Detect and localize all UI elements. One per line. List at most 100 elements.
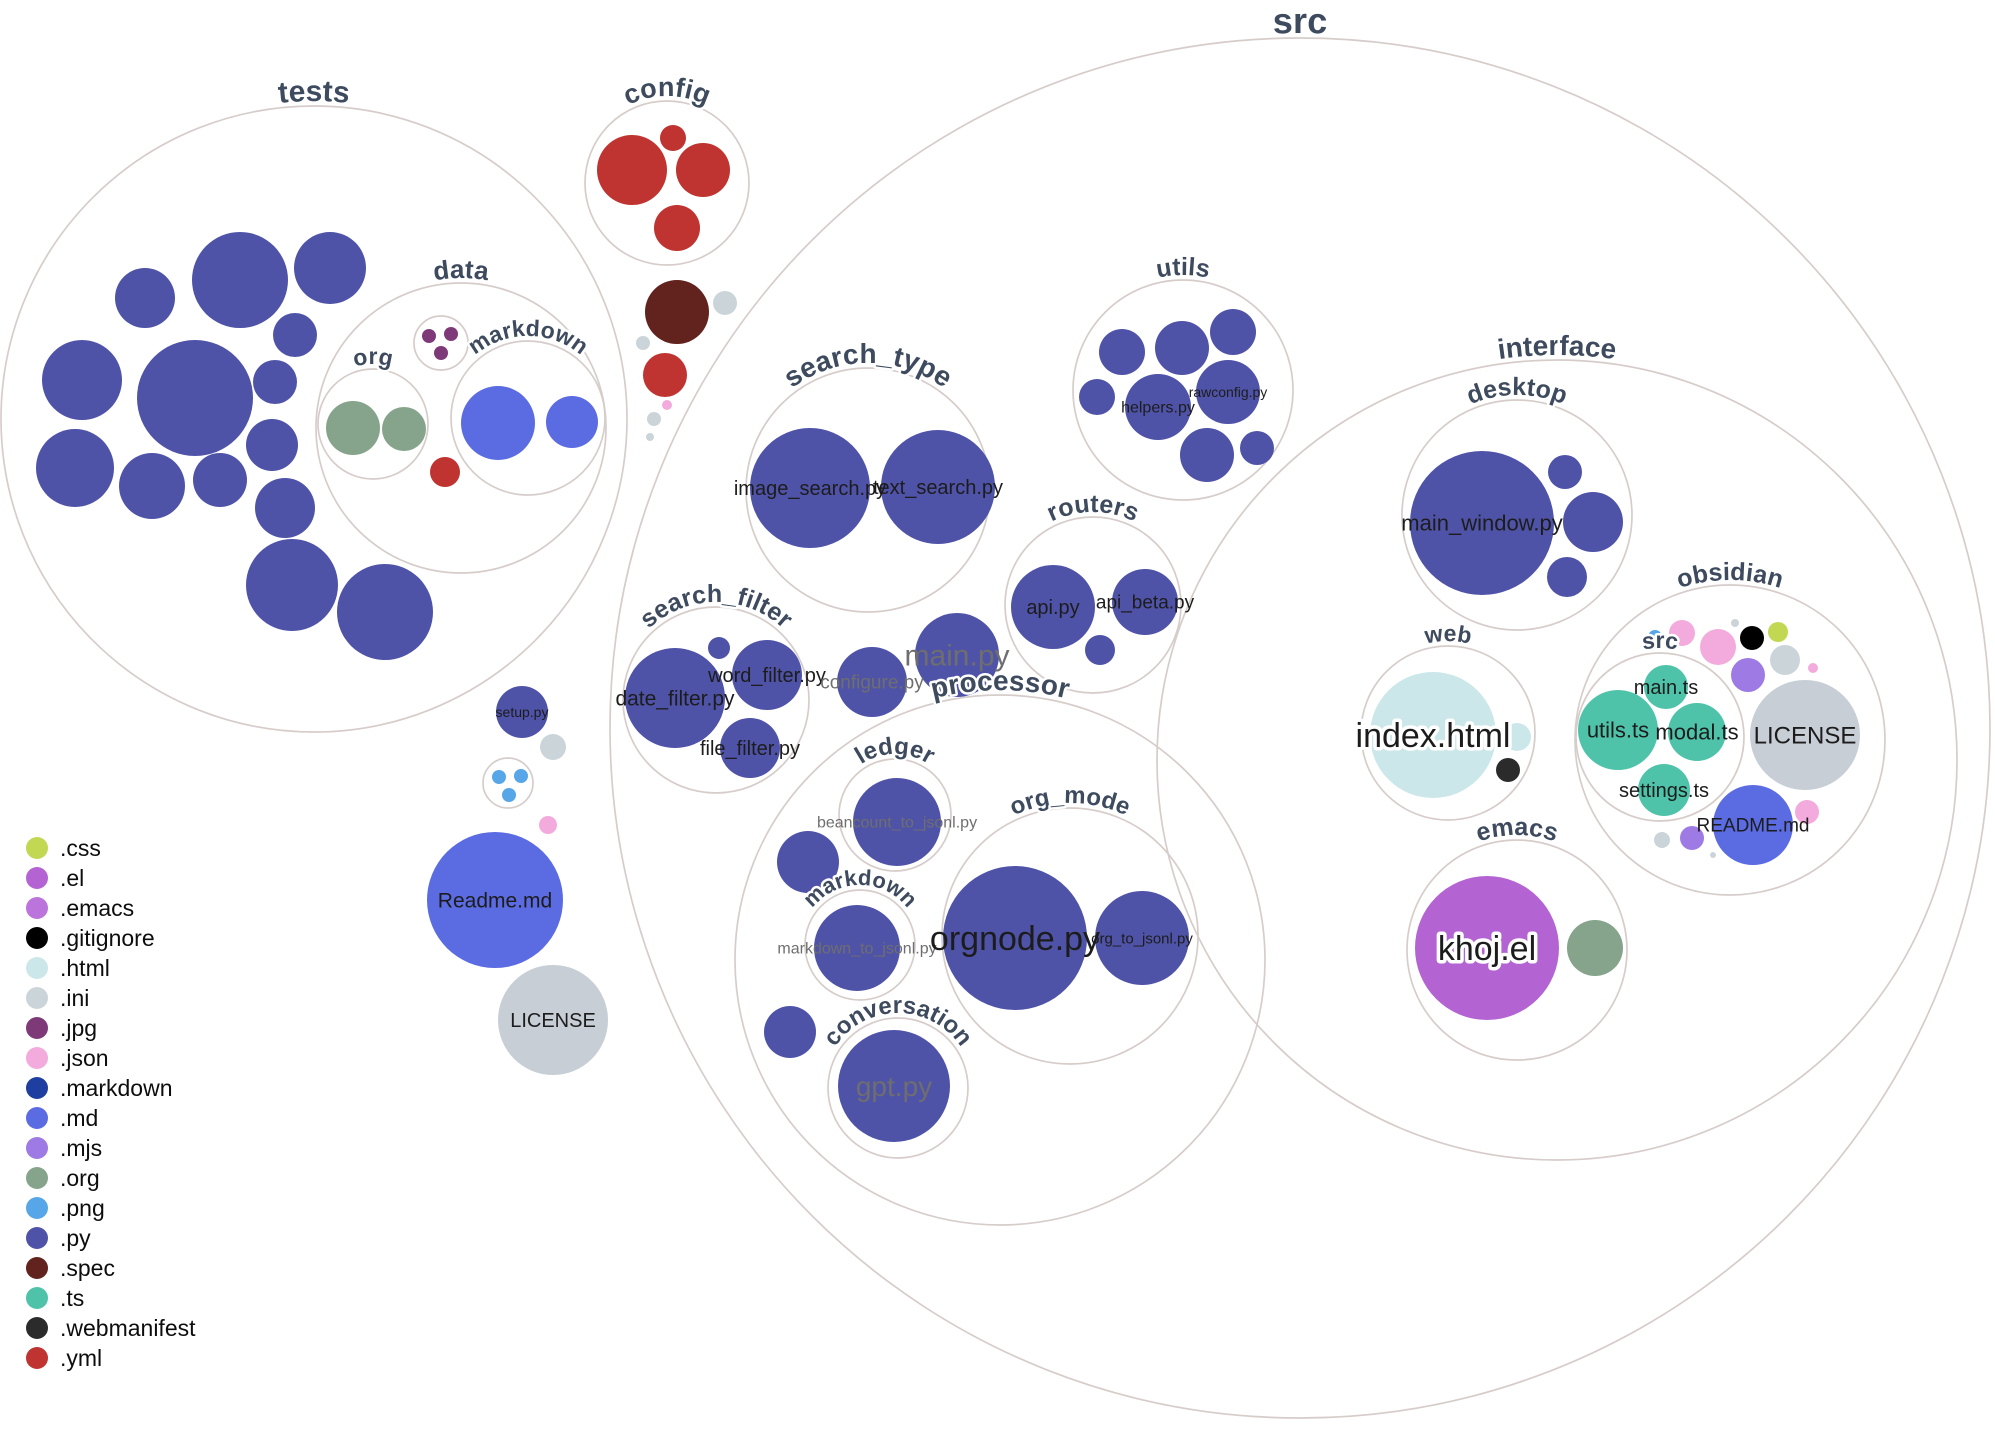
file-label-setup.py: setup.py (496, 704, 549, 720)
folder-circle-desktop (1401, 399, 1633, 631)
file-circle-py-file (119, 453, 185, 519)
file-circle-khoj.el (1415, 876, 1559, 1020)
file-label-beancount_to_jsonl.py: beancount_to_jsonl.py (817, 815, 977, 832)
file-circle-py-file (764, 1006, 816, 1058)
folder-label-desktop: desktop (1463, 373, 1571, 410)
file-circle-py-file (1085, 635, 1115, 665)
legend-item-mjs: .mjs (26, 1133, 196, 1163)
file-label-modal.ts: modal.ts (1655, 720, 1738, 745)
file-circle-jpg-file (434, 346, 448, 360)
file-circle-orgnode.py (943, 866, 1087, 1010)
folder-label-src: src (1272, 0, 1328, 41)
folder-circle-unnamed (413, 315, 469, 371)
folder-circle-data (315, 282, 607, 574)
file-label-README.md: README.md (1697, 816, 1810, 837)
legend-item-org: .org (26, 1163, 196, 1193)
file-circle-py-file (273, 313, 317, 357)
legend-item-markdown: .markdown (26, 1073, 196, 1103)
folder-label-utils: utils (1154, 253, 1212, 284)
file-circle-mjs-file (1680, 826, 1704, 850)
file-circle-ini-file (647, 412, 661, 426)
file-label-LICENSE: LICENSE (1754, 722, 1857, 749)
folder-circle-interface (1156, 359, 1958, 1161)
file-circle-md-file (461, 386, 535, 460)
file-circle-helpers.py (1125, 374, 1191, 440)
folder-circle-search_filter (622, 606, 810, 794)
file-label-api_beta.py: api_beta.py (1096, 593, 1195, 614)
folder-label-src: src (1640, 627, 1679, 654)
file-circle-spec-file (645, 280, 709, 344)
legend-item-gitignore: .gitignore (26, 923, 196, 953)
file-circle-ini-file (1731, 619, 1739, 627)
file-label-markdown_to_jsonl.py: markdown_to_jsonl.py (777, 941, 936, 958)
file-circle-ini-file (1770, 645, 1800, 675)
file-label-helpers.py: helpers.py (1121, 400, 1195, 417)
file-circle-yml-file (430, 457, 460, 487)
folder-label-markdown: markdown (463, 315, 593, 359)
file-circle-index.html (1370, 672, 1496, 798)
file-circle-py-file (1240, 431, 1274, 465)
legend-swatch-icon (26, 957, 48, 979)
file-circle-py-file (1548, 455, 1582, 489)
folder-circle-tests (0, 105, 628, 733)
folder-circle-routers (1004, 516, 1182, 694)
legend-label: .yml (60, 1345, 103, 1371)
legend-swatch-icon (26, 867, 48, 889)
file-circle-ini-file (713, 291, 737, 315)
file-circle-main.ts (1644, 665, 1688, 709)
file-label-rawconfig.py: rawconfig.py (1189, 384, 1268, 400)
file-circle-py-file (1547, 557, 1587, 597)
file-circle-py-file (1563, 492, 1623, 552)
file-circle-Readme.md (427, 832, 563, 968)
file-circle-text_search.py (881, 430, 995, 544)
folder-circle-processor (734, 694, 1266, 1226)
file-circle-date_filter.py (625, 648, 725, 748)
legend-swatch-icon (26, 1287, 48, 1309)
legend-label: .emacs (60, 895, 135, 921)
legend-label: .spec (60, 1255, 115, 1281)
legend-swatch-icon (26, 927, 48, 949)
file-circle-py-file (1210, 309, 1256, 355)
legend-item-ini: .ini (26, 983, 196, 1013)
file-circle-json-file (539, 816, 557, 834)
file-circle-api.py (1011, 565, 1095, 649)
legend-label: .mjs (60, 1135, 103, 1161)
file-circle-yml-file (643, 353, 687, 397)
legend-label: .py (60, 1225, 91, 1251)
legend-item-yml: .yml (26, 1343, 196, 1373)
legend-item-webmanifest: .webmanifest (26, 1313, 196, 1343)
file-circle-png-file (492, 770, 506, 784)
folder-label-config: config (619, 72, 715, 111)
file-circle-settings.ts (1638, 764, 1690, 816)
file-circle-jpg-file (444, 327, 458, 341)
legend-label: .json (60, 1045, 109, 1071)
file-circle-word_filter.py (732, 640, 802, 710)
legend-label: .jpg (60, 1015, 98, 1041)
folder-label-routers: routers (1043, 490, 1143, 527)
folder-circle-markdown (450, 340, 606, 496)
folder-label-org: org (351, 343, 396, 371)
file-circle-py-file (253, 360, 297, 404)
file-circle-beancount_to_jsonl.py (853, 778, 941, 866)
legend-label: .org (60, 1165, 100, 1191)
folder-label-org_mode: org_mode (1006, 782, 1134, 821)
legend-swatch-icon (26, 1107, 48, 1129)
legend-label: .ini (60, 985, 90, 1011)
file-label-file_filter.py: file_filter.py (700, 738, 800, 760)
legend-swatch-icon (26, 1167, 48, 1189)
file-circle-py-file (708, 637, 730, 659)
file-circle-png-file (502, 788, 516, 802)
legend-item-jpg: .jpg (26, 1013, 196, 1043)
file-circle-py-file (337, 564, 433, 660)
folder-label-data: data (431, 254, 491, 286)
folder-label-tests: tests (277, 75, 352, 110)
legend-swatch-icon (26, 1017, 48, 1039)
legend-label: .el (60, 865, 85, 891)
file-label-configure.py: configure.py (820, 673, 924, 694)
file-circle-ini-file (540, 734, 566, 760)
legend-label: .markdown (60, 1075, 173, 1101)
file-circle-py-file (192, 232, 288, 328)
legend-item-py: .py (26, 1223, 196, 1253)
